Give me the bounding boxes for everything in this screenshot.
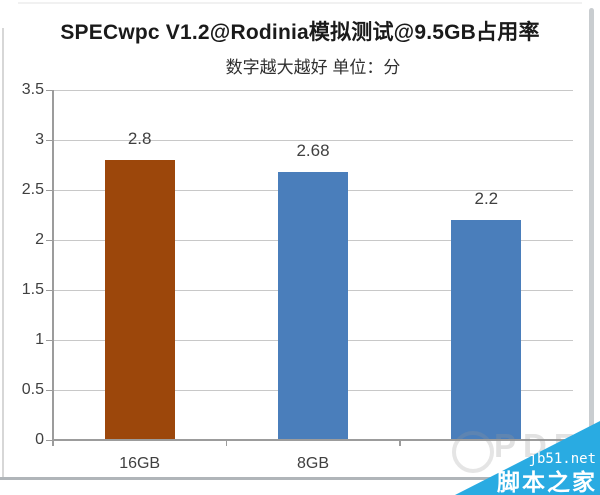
y-tick-mark: [46, 289, 53, 291]
gridline: [53, 90, 573, 91]
top-border: [18, 2, 582, 4]
y-axis-label: 0.5: [21, 381, 44, 398]
bar-value-label: 2.8: [127, 129, 152, 148]
y-axis-label: 1.5: [21, 281, 44, 298]
x-tick-mark: [225, 440, 228, 446]
x-tick-mark: [399, 440, 401, 446]
left-border: [2, 28, 4, 478]
bar-value-label: 2.68: [296, 141, 330, 160]
gridline: [53, 140, 573, 141]
watermark-site-url: jb51.net: [528, 451, 596, 467]
y-tick-mark: [46, 139, 53, 141]
watermark-brand-name: 脚本之家: [497, 469, 597, 495]
bar-16GB: [104, 160, 175, 440]
bottom-divider: [0, 477, 600, 480]
x-axis-label: 8GB: [296, 455, 329, 472]
y-tick-mark: [46, 389, 53, 391]
x-axis-label: 16GB: [119, 455, 161, 472]
y-tick-mark: [46, 239, 53, 241]
chart-title: SPECwpc V1.2@Rodinia模拟测试@9.5GB占用率: [60, 21, 540, 44]
y-axis-label: 1: [35, 331, 44, 348]
right-scrollbar[interactable]: [589, 8, 594, 432]
y-tick-mark: [46, 339, 53, 341]
y-axis-label: 2.5: [21, 181, 44, 198]
y-axis-label: 3.5: [21, 81, 44, 98]
x-axis-line: [53, 439, 573, 441]
y-axis-label: 0: [35, 431, 44, 448]
y-axis-line: [52, 90, 54, 446]
pdf-ghost-logo-icon: [452, 431, 494, 473]
chart-subtitle: 数字越大越好 单位：分: [225, 58, 401, 77]
y-tick-mark: [46, 439, 53, 441]
y-tick-mark: [46, 189, 53, 191]
y-tick-mark: [46, 89, 53, 91]
bar-col3: [451, 220, 522, 440]
bar-value-label: 2.2: [474, 189, 499, 208]
y-axis-label: 3: [35, 131, 44, 148]
y-axis-label: 2: [35, 231, 44, 248]
bar-8GB: [278, 172, 348, 440]
